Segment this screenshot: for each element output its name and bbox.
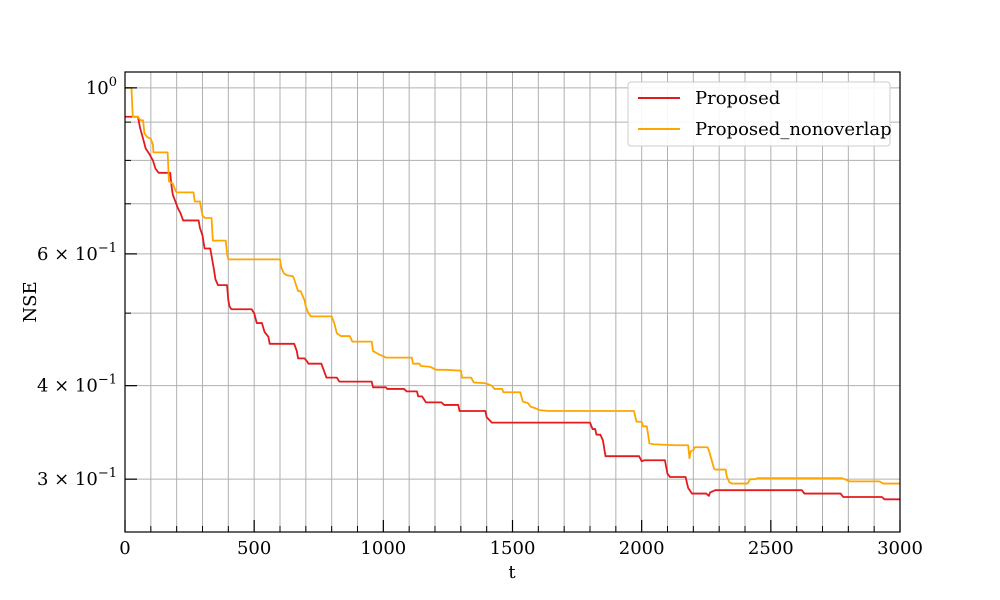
x-tick-label: 2000: [619, 538, 665, 559]
y-axis-label: NSE: [20, 281, 41, 322]
legend: Proposed Proposed_nonoverlap: [627, 81, 892, 147]
x-tick-label: 1500: [490, 538, 536, 559]
axis-ticks: 0 500 1000 1500 2000 2500 3000 100 6 × 10−1 4 × 1…: [37, 75, 923, 559]
x-tick-label: 3000: [877, 538, 923, 559]
y-tick-label: 6 × 10−1: [37, 241, 117, 265]
legend-label-proposed-nonoverlap: Proposed_nonoverlap: [695, 119, 892, 140]
legend-box: [627, 81, 891, 147]
x-tick-label: 2500: [748, 538, 794, 559]
x-axis-label: t: [508, 562, 516, 583]
y-tick-label: 3 × 10−1: [37, 466, 117, 490]
series-lines: [125, 86, 900, 501]
x-tick-label: 500: [237, 538, 271, 559]
y-tick-label: 100: [86, 75, 117, 99]
legend-label-proposed: Proposed: [695, 88, 780, 109]
y-tick-label: 4 × 10−1: [37, 373, 117, 397]
x-tick-label: 0: [119, 538, 130, 559]
series-line-proposed-nonoverlap: [125, 86, 900, 485]
grid-lines: [125, 72, 900, 532]
series-line-proposed: [125, 115, 900, 501]
x-tick-label: 1000: [360, 538, 406, 559]
